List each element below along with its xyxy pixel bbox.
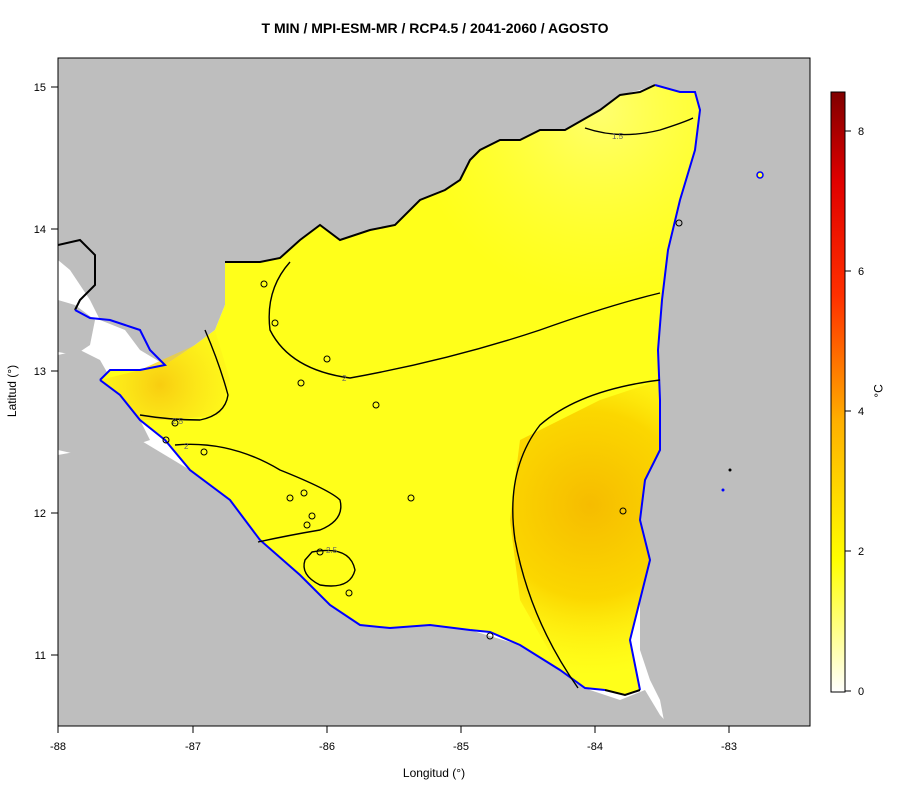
station-marker <box>171 419 179 427</box>
x-tick-label: -87 <box>185 741 201 753</box>
gulf-fonseca-coast <box>74 309 168 381</box>
contour-2.5-south <box>303 549 356 587</box>
y-axis-label: Latitud (°) <box>5 364 19 418</box>
y-tick-label: 12 <box>34 508 46 520</box>
contour-lines <box>139 117 694 689</box>
colorbar-tick-label: 0 <box>858 686 864 698</box>
colorbar-tick-label: 8 <box>858 126 864 138</box>
x-tick-label: -85 <box>453 741 469 753</box>
x-tick-label: -83 <box>721 741 737 753</box>
contour-label: 2 <box>342 374 347 383</box>
station-marker <box>271 319 279 327</box>
station-marker <box>200 448 208 456</box>
y-tick-label: 11 <box>35 650 46 662</box>
contour-label: 1.5 <box>612 132 624 141</box>
offshore-islands <box>721 171 764 492</box>
contour-2.5-east <box>512 379 661 689</box>
colorbar: 0 2 4 6 8 <box>830 91 864 698</box>
costa-rica-landmass <box>58 440 670 726</box>
station-marker <box>300 489 308 497</box>
pacific-coast-honduras <box>58 300 95 355</box>
contour-2-west <box>174 443 342 543</box>
station-marker <box>486 632 494 640</box>
pacific-coastline <box>99 379 606 691</box>
colorbar-tick-label: 4 <box>858 406 864 418</box>
x-axis: -88 -87 -86 -85 -84 -83 <box>50 726 737 753</box>
y-axis: 11 12 13 14 15 <box>34 82 58 662</box>
map-panel: 1.5 2 2.5 2 2.5 <box>58 58 810 726</box>
y-tick-label: 15 <box>34 82 46 94</box>
station-marker <box>407 494 415 502</box>
x-tick-label: -88 <box>50 741 66 753</box>
y-tick-label: 13 <box>34 366 46 378</box>
x-tick-label: -84 <box>587 741 603 753</box>
contour-1.5 <box>584 117 694 136</box>
plot-frame <box>57 57 811 727</box>
caribbean-coast-east <box>640 60 810 726</box>
nicaragua-coastline <box>225 84 656 263</box>
honduras-landmass <box>58 58 810 365</box>
contour-label: 2.5 <box>326 546 338 555</box>
station-marker <box>372 401 380 409</box>
contour-2-north <box>268 261 661 379</box>
contour-2.5-west <box>139 329 229 421</box>
honduras-border-west <box>58 238 96 311</box>
colorbar-tick-label: 6 <box>858 266 864 278</box>
colorbar-tick-label: 2 <box>858 546 864 558</box>
colorbar-unit-label: °C <box>871 384 886 398</box>
station-marker <box>297 379 305 387</box>
nicaragua-temperature-field <box>100 85 700 695</box>
station-marker <box>619 507 627 515</box>
station-marker <box>260 280 268 288</box>
station-markers <box>162 219 683 640</box>
station-marker <box>345 589 353 597</box>
station-marker <box>162 436 170 444</box>
el-salvador-landmass <box>58 350 150 455</box>
caribbean-coastline <box>628 84 702 691</box>
station-marker <box>286 494 294 502</box>
x-axis-label: Longitud (°) <box>402 766 466 780</box>
map-title: T MIN / MPI-ESM-MR / RCP4.5 / 2041-2060 … <box>261 20 609 36</box>
station-marker <box>316 548 324 556</box>
contour-label: 2 <box>184 442 189 451</box>
station-marker <box>675 219 683 227</box>
y-tick-label: 14 <box>34 224 46 236</box>
south-border <box>604 689 641 697</box>
station-marker <box>323 355 331 363</box>
station-marker <box>303 521 311 529</box>
station-marker <box>308 512 316 520</box>
colorbar-gradient <box>830 91 846 693</box>
x-tick-label: -86 <box>319 741 335 753</box>
